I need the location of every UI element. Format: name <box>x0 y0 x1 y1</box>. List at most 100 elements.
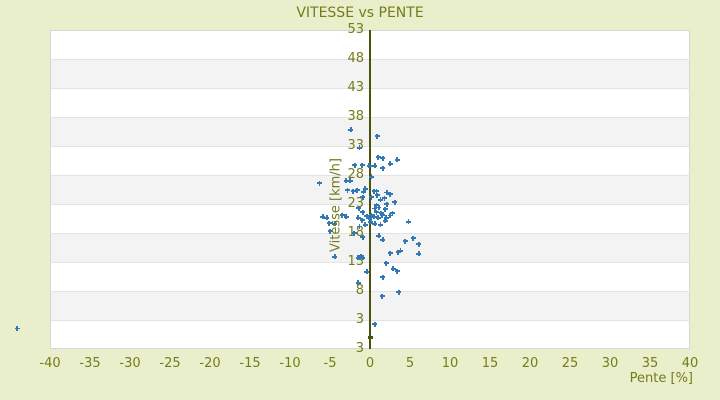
data-point-marker <box>387 213 393 219</box>
data-point-marker <box>375 154 381 160</box>
y-tick-label: 38 <box>347 109 364 124</box>
data-point-marker <box>379 293 385 299</box>
data-point-marker <box>362 186 368 192</box>
data-point-marker <box>355 280 361 286</box>
data-point-marker <box>366 215 372 221</box>
data-point-marker <box>396 289 402 295</box>
data-point-marker <box>320 214 326 220</box>
y-tick-label: 48 <box>347 51 364 66</box>
data-point-marker <box>356 205 362 211</box>
data-point-marker <box>355 255 361 261</box>
data-point-marker <box>339 212 345 218</box>
data-point-marker <box>360 209 366 215</box>
data-point-marker <box>380 237 386 243</box>
x-tick-label: -40 <box>39 356 61 371</box>
x-tick-label: -30 <box>119 356 141 371</box>
data-point-marker <box>358 253 364 259</box>
data-point-marker <box>347 178 353 184</box>
data-point-marker <box>369 194 375 200</box>
x-tick-label: -20 <box>199 356 221 371</box>
data-point-marker <box>387 250 393 256</box>
data-point-marker <box>369 212 375 218</box>
data-point-marker <box>360 255 366 261</box>
data-point-marker <box>416 251 422 257</box>
data-point-marker <box>382 218 388 224</box>
data-point-marker <box>381 195 387 201</box>
data-point-marker <box>379 212 385 218</box>
y-tick-label: 53 <box>347 22 364 37</box>
data-point-marker <box>372 321 378 327</box>
data-point-marker <box>360 194 366 200</box>
x-tick-label: 25 <box>561 356 579 371</box>
x-tick-label: 20 <box>521 356 539 371</box>
data-point-marker <box>416 241 422 247</box>
data-point-marker <box>357 145 363 151</box>
data-point-marker <box>376 233 382 239</box>
x-tick-label: 5 <box>405 356 415 371</box>
data-point-marker <box>372 206 378 212</box>
x-tick-label: -35 <box>79 356 101 371</box>
data-point-marker <box>395 249 401 255</box>
x-tick-label: 10 <box>441 356 459 371</box>
y-tick-label: 28 <box>347 167 364 182</box>
data-point-marker <box>375 215 381 221</box>
data-point-marker <box>372 221 378 227</box>
data-point-marker <box>377 197 383 203</box>
data-point-marker <box>373 188 379 194</box>
y-tick-label: 8 <box>355 283 364 298</box>
x-axis-title: Pente [%] <box>629 371 693 386</box>
data-point-marker <box>387 191 393 197</box>
x-tick-label: 0 <box>365 356 375 371</box>
data-point-marker <box>383 215 389 221</box>
x-tick-label: 40 <box>681 356 699 371</box>
x-tick-label: -5 <box>323 356 337 371</box>
data-point-marker <box>350 188 356 194</box>
data-point-marker <box>366 163 372 169</box>
data-point-marker <box>410 235 416 241</box>
y-axis-title: Vitesse [km/h] <box>328 158 344 252</box>
data-point-marker <box>394 268 400 274</box>
data-point-marker <box>383 260 389 266</box>
data-point-marker <box>374 192 380 198</box>
x-tick-label: 30 <box>601 356 619 371</box>
data-point-marker <box>373 209 379 215</box>
data-point-marker <box>332 221 338 227</box>
y-tick-label: 3 <box>355 312 364 327</box>
data-point-marker <box>380 155 386 161</box>
data-point-marker <box>402 238 408 244</box>
data-point-marker <box>374 133 380 139</box>
data-point-marker <box>369 174 375 180</box>
y-tick-label: 43 <box>347 80 364 95</box>
chart-title: VITESSE vs PENTE <box>296 5 424 21</box>
data-point-marker <box>14 326 20 332</box>
data-point-marker <box>324 215 330 221</box>
y-axis-edge-label: 3 <box>355 341 364 356</box>
data-point-marker <box>380 274 386 280</box>
data-point-marker <box>351 230 357 236</box>
data-point-marker <box>384 189 390 195</box>
x-tick-label: -15 <box>239 356 261 371</box>
data-point-marker <box>359 162 365 168</box>
x-tick-label: 15 <box>481 356 499 371</box>
origin-tick-mark <box>367 335 373 339</box>
data-point-marker <box>390 266 396 272</box>
data-point-marker <box>371 214 377 220</box>
data-point-marker <box>354 187 360 193</box>
data-point-marker <box>355 215 361 221</box>
data-point-marker <box>373 202 379 208</box>
data-point-marker <box>376 204 382 210</box>
data-point-marker <box>397 248 403 254</box>
data-point-marker <box>352 162 358 168</box>
data-point-marker <box>364 269 370 275</box>
data-point-marker <box>345 187 351 193</box>
data-point-marker <box>326 220 332 226</box>
data-point-marker <box>348 127 354 133</box>
data-point-marker <box>394 157 400 163</box>
data-point-marker <box>357 224 363 230</box>
data-point-marker <box>360 234 366 240</box>
data-point-marker <box>364 213 370 219</box>
data-point-marker <box>362 222 368 228</box>
data-point-marker <box>382 206 388 212</box>
